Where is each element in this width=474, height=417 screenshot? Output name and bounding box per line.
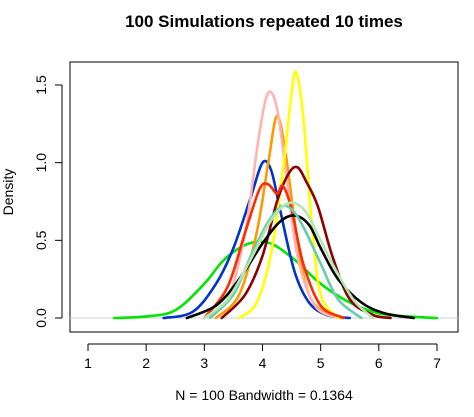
x-axis: 1 2 3 4 5 6 7 [84,343,441,371]
y-tick-label-0.0: 0.0 [33,308,49,328]
density-curve-10 [203,201,375,320]
y-axis-label: Density [0,169,16,216]
x-tick-label-5: 5 [317,355,325,371]
density-curves [112,70,439,320]
y-tick-label-0.5: 0.5 [33,230,49,250]
density-curve-4 [203,90,340,320]
density-curve-7 [203,182,346,320]
x-axis-label: N = 100 Bandwidth = 0.1364 [175,387,353,403]
density-curve-9 [208,204,363,320]
plot-frame [69,61,459,333]
x-tick-label-7: 7 [433,355,441,371]
x-tick-label-1: 1 [84,355,92,371]
x-tick-label-2: 2 [142,355,150,371]
density-curve-6 [220,165,392,320]
x-tick-label-6: 6 [375,355,383,371]
y-tick-label-1.0: 1.0 [33,153,49,173]
x-tick-label-3: 3 [200,355,208,371]
x-tick-label-4: 4 [259,355,267,371]
y-tick-label-1.5: 1.5 [33,75,49,95]
density-curve-5 [237,70,340,320]
y-axis: 0.0 0.5 1.0 1.5 [33,75,63,328]
density-curve-1 [112,240,439,320]
chart-title: 100 Simulations repeated 10 times [125,12,403,31]
density-curve-2 [162,159,352,320]
